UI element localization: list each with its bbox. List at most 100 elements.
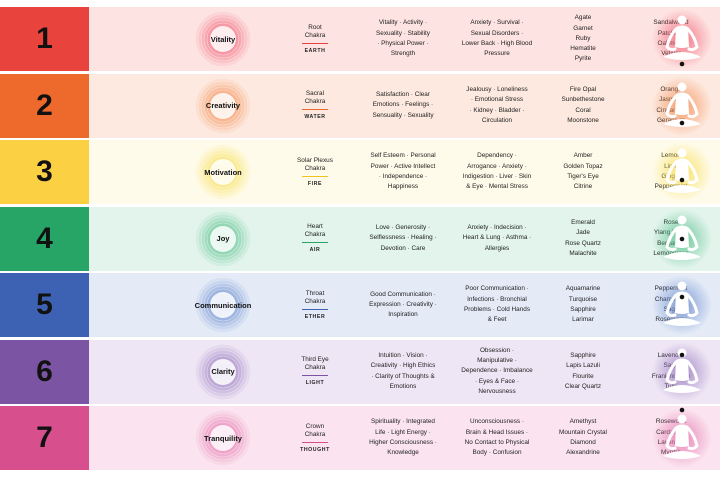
chakra-row: 5 Communication Throat Chakra ETHER Good … (0, 273, 720, 337)
chakra-number: 6 (0, 339, 89, 404)
meditating-figure (649, 7, 715, 71)
issues-text: Jealousy · Loneliness · Emotional Stress ·… (466, 85, 528, 124)
chakra-name-cell: Sacral Chakra WATER (285, 74, 345, 138)
issues-cell: Jealousy · Loneliness · Emotional Stress ·… (451, 74, 543, 138)
chakra-name-cell: Throat Chakra ETHER (285, 273, 345, 337)
radiating-circle-icon (194, 409, 252, 467)
chakra-divider (302, 375, 328, 376)
stones-cell: Amber Golden Topaz Tiger's Eye Citrine (547, 140, 619, 204)
chakra-number: 5 (0, 273, 89, 337)
meditating-figure-icon (652, 142, 712, 202)
quality-label: Communication (194, 300, 252, 310)
chakra-element: WATER (304, 114, 326, 120)
chakra-row: 4 Joy Heart Chakra AIR Love · Generosity … (0, 206, 720, 271)
stones-text: Fire Opal Sunbethestone Coral Moonstone (561, 85, 605, 124)
stones-cell: Aquamarine Turquoise Sapphire Larimar (547, 273, 619, 337)
traits-text: Love · Generosity · Selflessness · Healin… (369, 224, 437, 252)
meditating-figure-icon (652, 407, 712, 468)
quality-label: Vitality (210, 34, 236, 44)
chakra-name: Third Eye Chakra (301, 356, 329, 371)
meditating-figure-icon (652, 208, 712, 269)
chakra-row-body: Vitality Root Chakra EARTH Vitality · Act… (89, 7, 720, 71)
chakra-name: Heart Chakra (304, 223, 326, 238)
quality-badge: Vitality (193, 9, 253, 69)
meditating-figure (649, 273, 715, 337)
issues-cell: Unconsciousness · Brain & Head Issues · No… (451, 406, 543, 470)
issues-text: Unconsciousness · Brain & Head Issues · No… (464, 418, 530, 457)
chakra-name-cell: Crown Chakra THOUGHT (285, 406, 345, 470)
chakra-divider (302, 242, 328, 243)
chakra-number: 3 (0, 140, 89, 204)
chakra-number: 2 (0, 73, 89, 138)
chakra-element: AIR (309, 247, 321, 253)
chakra-name: Crown Chakra (304, 422, 326, 438)
traits-cell: Intuition · Vision · Creativity · High Et… (359, 340, 447, 404)
chakra-row-body: Joy Heart Chakra AIR Love · Generosity · S… (89, 206, 720, 271)
meditating-figure-icon (652, 275, 712, 335)
quality-label: Joy (216, 234, 230, 243)
stones-cell: Agate Garnet Ruby Hematite Pyrite (547, 7, 619, 71)
chakra-name-cell: Solar Plexus Chakra FIRE (285, 140, 345, 204)
traits-cell: Vitality · Activity · Sexuality · Stabili… (359, 7, 447, 71)
meditating-figure (649, 207, 715, 271)
chakra-name: Root Chakra (304, 23, 326, 39)
chakra-name-cell: Root Chakra EARTH (285, 7, 345, 71)
chakra-name: Throat Chakra (304, 289, 326, 305)
traits-cell: Self Esteem · Personal Power · Active Int… (359, 140, 447, 204)
traits-cell: Good Communication · Expression · Creativ… (359, 273, 447, 337)
traits-text: Intuition · Vision · Creativity · High Et… (370, 351, 436, 390)
issues-cell: Obsession · Manipulative · Dependence · Im… (451, 340, 543, 404)
stones-cell: Amethyst Mountain Crystal Diamond Alexandri… (547, 406, 619, 470)
issues-cell: Anxiety · Survival · Sexual Disorders · Lo… (451, 7, 543, 71)
stones-text: Amethyst Mountain Crystal Diamond Alexandri… (559, 418, 607, 457)
chakra-element: EARTH (304, 47, 326, 54)
issues-text: Anxiety · Survival · Sexual Disorders · Lo… (461, 19, 533, 58)
chakra-number: 1 (0, 7, 89, 71)
meditating-figure (649, 140, 715, 204)
chakra-name: Solar Plexus Chakra (297, 156, 333, 172)
stones-text: Amber Golden Topaz Tiger's Eye Citrine (563, 152, 603, 191)
stones-text: Agate Garnet Ruby Hematite Pyrite (570, 14, 596, 63)
chakra-row: 2 Creativity Sacral Chakra WATER Satisfac… (0, 73, 720, 138)
meditating-figure (649, 74, 715, 138)
stones-cell: Emerald Jade Rose Quartz Malachite (547, 207, 619, 271)
stones-text: Emerald Jade Rose Quartz Malachite (565, 218, 601, 257)
chakra-divider (302, 175, 328, 177)
traits-cell: Satisfaction · Clear Emotions · Feelings … (359, 74, 447, 138)
meditating-figure-icon (652, 9, 712, 69)
traits-text: Vitality · Activity · Sexuality · Stabili… (376, 19, 430, 58)
issues-cell: Anxiety · Indecision · Heart & Lung · Ast… (451, 207, 543, 271)
issues-cell: Poor Communication · Infections · Bronchi… (451, 273, 543, 337)
chakra-row-body: Motivation Solar Plexus Chakra FIRE Self … (89, 140, 720, 204)
quality-label: Creativity (205, 101, 241, 110)
chakra-divider (302, 441, 328, 443)
chakra-row: 6 Clarity Third Eye Chakra LIGHT Intuitio… (0, 339, 720, 404)
issues-text: Poor Communication · Infections · Bronchi… (463, 285, 531, 324)
chakra-name: Sacral Chakra (304, 90, 326, 105)
chakra-divider (302, 42, 328, 44)
traits-text: Satisfaction · Clear Emotions · Feelings … (372, 91, 434, 119)
radiating-circle-icon (194, 209, 252, 268)
stones-cell: Sapphire Lapis Lazuli Flourite Clear Quartz (547, 340, 619, 404)
chakra-row: 7 Tranquility Crown Chakra THOUGHT Spirit… (0, 406, 720, 470)
chakra-number: 4 (0, 206, 89, 271)
chakra-element: FIRE (307, 180, 323, 187)
chakra-name-cell: Heart Chakra AIR (285, 207, 345, 271)
issues-text: Dependency · Arrogance · Anxiety · Indiges… (462, 152, 532, 191)
stones-text: Sapphire Lapis Lazuli Flourite Clear Quartz (564, 351, 602, 390)
radiating-circle-icon (194, 10, 252, 68)
meditating-figure (649, 340, 715, 404)
quality-badge: Creativity (193, 76, 253, 136)
meditating-figure-icon (652, 341, 712, 402)
stones-cell: Fire Opal Sunbethestone Coral Moonstone (547, 74, 619, 138)
radiating-circle-icon (194, 276, 252, 334)
radiating-circle-icon (194, 342, 252, 401)
chakra-element: ETHER (304, 313, 326, 320)
traits-cell: Love · Generosity · Selflessness · Healin… (359, 207, 447, 271)
chakra-row: 3 Motivation Solar Plexus Chakra FIRE Sel… (0, 140, 720, 204)
chakra-row-body: Communication Throat Chakra ETHER Good Co… (89, 273, 720, 337)
stones-text: Aquamarine Turquoise Sapphire Larimar (565, 285, 601, 324)
quality-badge: Motivation (193, 142, 253, 202)
traits-text: Spirituality · Integrated Life · Light En… (369, 418, 437, 457)
traits-text: Good Communication · Expression · Creativ… (369, 290, 437, 319)
